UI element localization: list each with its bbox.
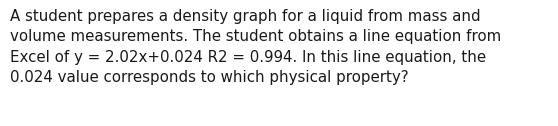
Text: A student prepares a density graph for a liquid from mass and
volume measurement: A student prepares a density graph for a… bbox=[10, 9, 501, 85]
